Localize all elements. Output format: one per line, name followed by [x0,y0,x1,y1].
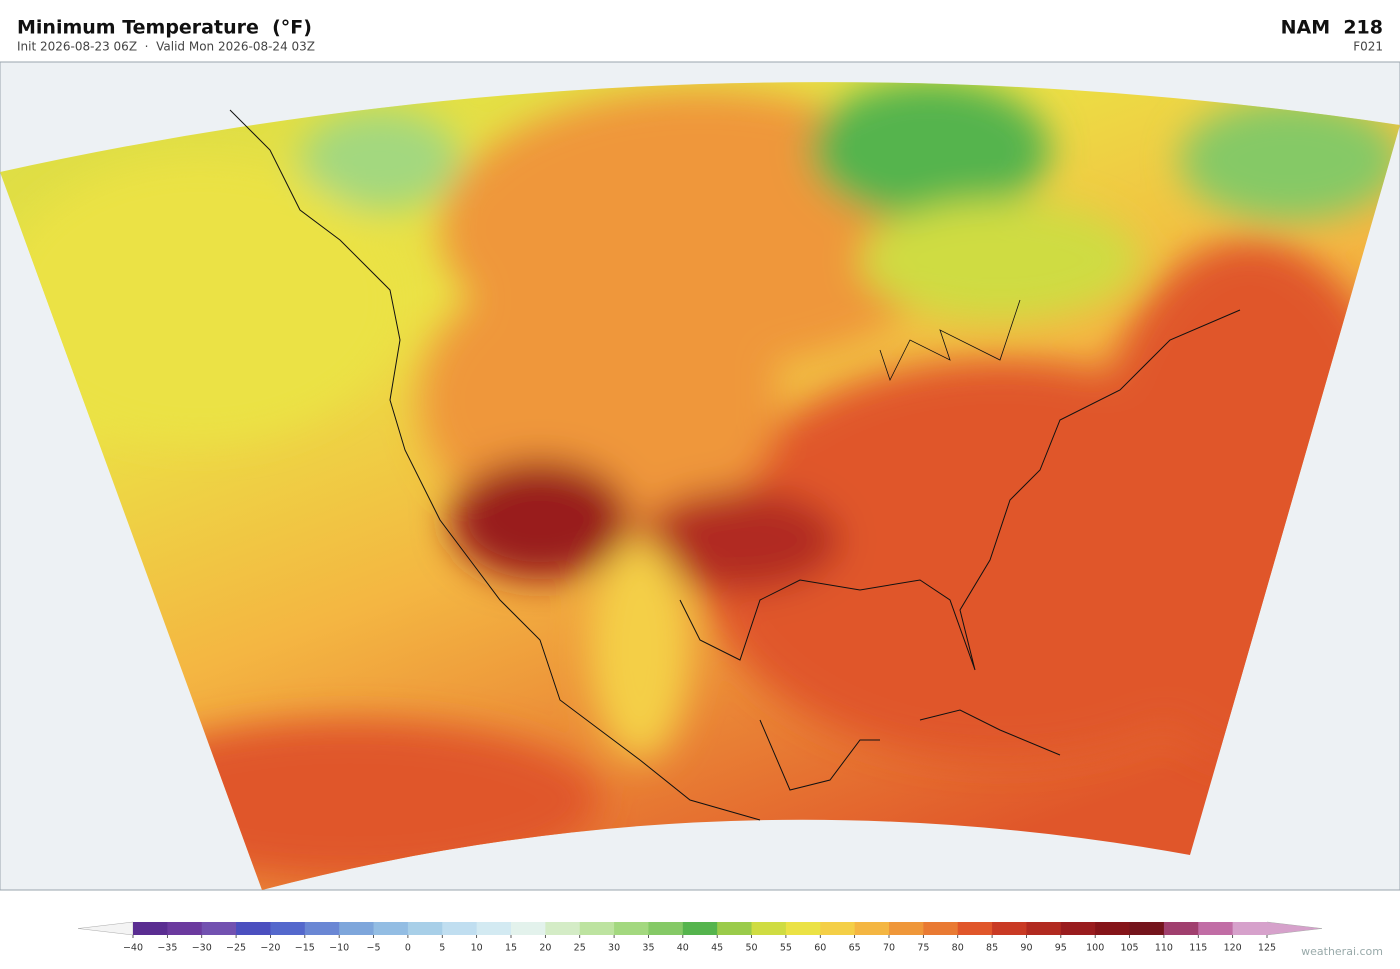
colorbar-tick-label: 75 [917,943,929,954]
coastlines [229,109,1241,821]
colorbar-bin [992,922,1027,935]
colorbar-tick-label: 0 [405,943,411,954]
colorbar-bin [820,922,856,935]
colorbar-tick-label: 50 [745,943,757,954]
colorbar-tick-label: 35 [642,943,654,954]
colorbar-bin [1095,922,1131,935]
colorbar-bin [1163,922,1199,935]
colorbar-tick-label: 30 [608,943,620,954]
colorbar-bin [785,922,821,935]
colorbar-bin [1060,922,1096,935]
colorbar-tick-label: 20 [539,943,551,954]
colorbar-bin [476,922,512,935]
colorbar-tick-label: −5 [367,943,381,954]
colorbar-bin [614,922,649,935]
colorbar-tick-label: 80 [952,943,964,954]
colorbar-tick-label: 125 [1258,943,1276,954]
colorbar-tick-label: −10 [329,943,349,954]
colorbar-bin [751,922,787,935]
forecast-hour: F021 [1353,40,1383,54]
subtitle: Init 2026-08-23 06Z · Valid Mon 2026-08-… [17,40,315,54]
colorbar-tick-label: 45 [711,943,723,954]
colorbar-tick-label: 25 [574,943,586,954]
colorbar-bin [407,922,443,935]
colorbar-bin [1026,922,1062,935]
colorbar-tick-label: 85 [986,943,998,954]
colorbar-bin [923,922,959,935]
colorbar-tick-label: 60 [814,943,826,954]
colorbar-under [77,921,134,936]
colorbar-tick-label: −40 [123,943,143,954]
colorbar-tick-label: 100 [1086,943,1104,954]
colorbar-bin [201,922,237,935]
colorbar-bin [545,922,581,935]
colorbar-bin [682,922,718,935]
colorbar-tick-label: −25 [226,943,246,954]
colorbar-tick-label: 65 [849,943,861,954]
colorbar-bin [579,922,615,935]
colorbar-bin [511,922,546,935]
colorbar-tick-label: −15 [295,943,315,954]
colorbar-bin [717,922,753,935]
title: Minimum Temperature (°F) [17,17,312,39]
colorbar-bin [854,922,890,935]
colorbar-tick-label: 115 [1189,943,1207,954]
colorbar-bin [304,922,340,935]
colorbar-bin [236,922,271,935]
colorbar-bin [957,922,993,935]
colorbar-tick-label: 90 [1020,943,1032,954]
colorbar-over [1266,921,1323,936]
colorbar-bin [648,922,684,935]
colorbar-bin [1232,922,1268,935]
colorbar-tick-label: 110 [1155,943,1173,954]
colorbar-tick-label: 105 [1120,943,1138,954]
colorbar-bin [339,922,375,935]
colorbar-tick-label: 55 [780,943,792,954]
colorbar-bin [1198,922,1234,935]
colorbar-tick-label: 70 [883,943,895,954]
colorbar-bin [1129,922,1165,935]
colorbar-tick-label: 5 [439,943,445,954]
colorbar-tick-label: −30 [192,943,212,954]
temperature-field [0,82,1400,890]
colorbar-bin [167,922,203,935]
colorbar-tick-label: 15 [505,943,517,954]
model-name: NAM 218 [1281,17,1383,39]
colorbar-bin [270,922,306,935]
colorbar-tick-label: 120 [1224,943,1242,954]
colorbar-bin [373,922,409,935]
colorbar-bin [133,922,168,935]
colorbar-bin [442,922,478,935]
colorbar-tick-label: 10 [471,943,483,954]
colorbar: −40 −35 −30 −25 −20 −15 −10 −5 0 5 10 15 20 25 30 35 40 4… [77,921,1323,954]
colorbar-tick-label: 40 [677,943,689,954]
watermark: weatherai.com [1301,945,1383,958]
colorbar-tick-label: −20 [260,943,280,954]
colorbar-tick-label: −35 [157,943,177,954]
colorbar-tick-label: 95 [1055,943,1067,954]
colorbar-bin [889,922,924,935]
